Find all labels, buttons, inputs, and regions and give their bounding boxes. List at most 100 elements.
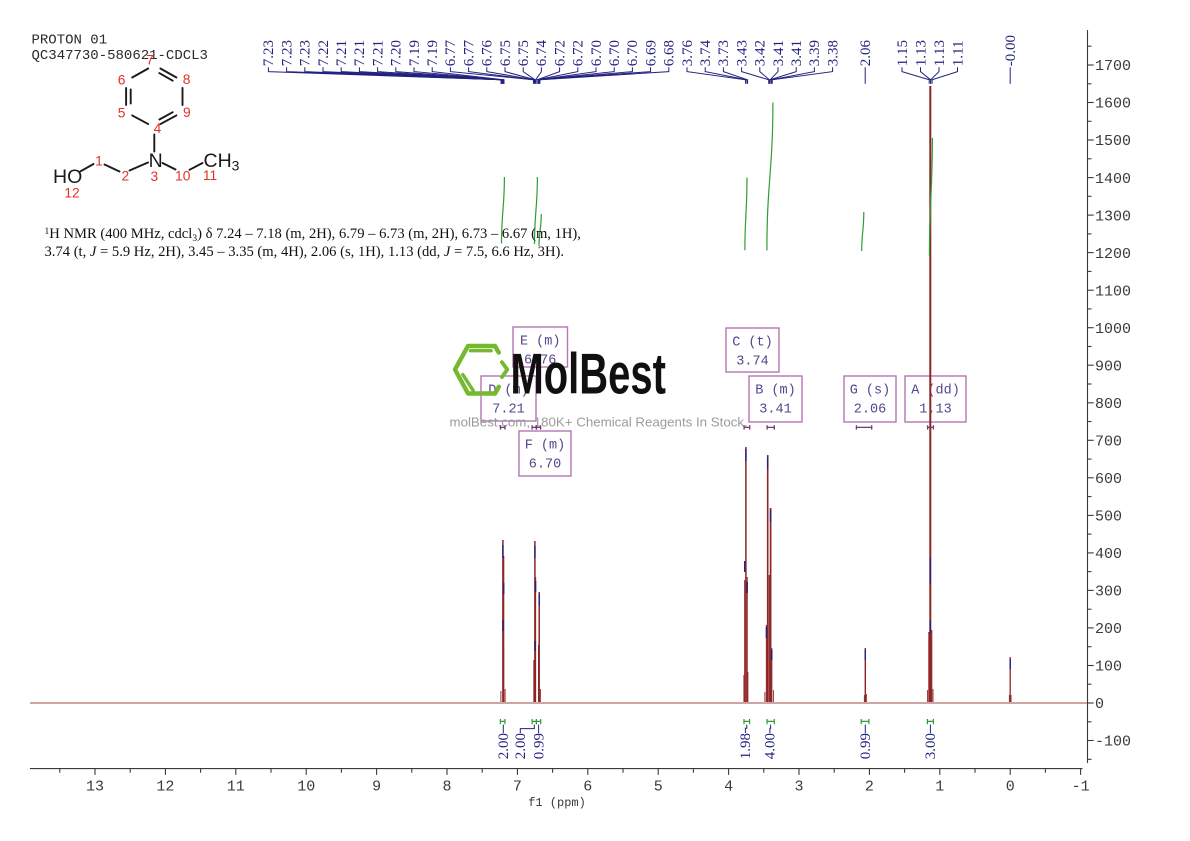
- svg-text:11: 11: [203, 168, 217, 183]
- svg-text:2.06: 2.06: [858, 39, 874, 66]
- svg-text:3.41: 3.41: [759, 403, 791, 418]
- svg-text:1: 1: [95, 154, 103, 169]
- svg-text:2.00: 2.00: [513, 733, 529, 759]
- svg-text:7.20: 7.20: [389, 40, 405, 66]
- svg-text:C (t): C (t): [732, 336, 773, 351]
- svg-text:1500: 1500: [1095, 133, 1131, 150]
- svg-text:PROTON 01: PROTON 01: [32, 33, 108, 49]
- svg-text:1400: 1400: [1095, 171, 1131, 188]
- svg-text:0: 0: [1006, 779, 1015, 796]
- svg-text:12: 12: [156, 779, 174, 796]
- svg-text:7.22: 7.22: [316, 40, 332, 66]
- svg-text:11: 11: [227, 779, 245, 796]
- svg-text:13: 13: [86, 779, 104, 796]
- svg-text:QC347730-580621-CDCL3: QC347730-580621-CDCL3: [32, 48, 208, 64]
- svg-text:8: 8: [183, 72, 191, 87]
- svg-text:3.38: 3.38: [825, 40, 841, 66]
- svg-text:7.21: 7.21: [352, 40, 368, 66]
- svg-text:CH3: CH3: [204, 150, 240, 174]
- svg-text:700: 700: [1095, 434, 1122, 451]
- svg-text:6.68: 6.68: [662, 40, 678, 66]
- svg-text:-0.00: -0.00: [1003, 35, 1019, 66]
- svg-text:6.72: 6.72: [571, 40, 587, 66]
- svg-text:4: 4: [724, 779, 733, 796]
- svg-text:6.70: 6.70: [607, 40, 623, 66]
- svg-text:E (m): E (m): [520, 335, 561, 350]
- svg-text:3.00: 3.00: [923, 733, 939, 759]
- svg-text:6.77: 6.77: [461, 39, 477, 66]
- svg-text:3.39: 3.39: [807, 40, 823, 66]
- svg-text:3.74 (t, J = 5.9 Hz, 2H), 3.45: 3.74 (t, J = 5.9 Hz, 2H), 3.45 – 3.35 (m…: [45, 244, 565, 260]
- svg-text:3.74: 3.74: [736, 355, 768, 370]
- svg-text:G (s): G (s): [850, 384, 891, 399]
- svg-text:2.00: 2.00: [496, 733, 512, 759]
- svg-text:-100: -100: [1095, 734, 1131, 751]
- svg-text:6: 6: [118, 73, 126, 88]
- svg-text:HO: HO: [53, 166, 82, 188]
- svg-text:600: 600: [1095, 471, 1122, 488]
- svg-text:3.76: 3.76: [680, 39, 696, 66]
- svg-text:B (m): B (m): [755, 384, 796, 399]
- svg-text:MolBest: MolBest: [511, 342, 666, 406]
- svg-text:1100: 1100: [1095, 283, 1131, 300]
- svg-text:1.11: 1.11: [950, 40, 966, 66]
- svg-text:6.75: 6.75: [498, 40, 514, 66]
- svg-text:400: 400: [1095, 546, 1122, 563]
- svg-text:7: 7: [513, 779, 522, 796]
- svg-text:2: 2: [121, 169, 129, 184]
- svg-text:1700: 1700: [1095, 58, 1131, 75]
- svg-text:7.23: 7.23: [279, 40, 295, 66]
- svg-text:10: 10: [175, 169, 191, 184]
- svg-text:7.19: 7.19: [407, 40, 423, 66]
- svg-text:1.98: 1.98: [738, 733, 754, 759]
- svg-text:3.43: 3.43: [734, 40, 750, 66]
- svg-text:1.13: 1.13: [913, 40, 929, 66]
- svg-text:3.41: 3.41: [771, 40, 787, 66]
- svg-text:6: 6: [583, 779, 592, 796]
- svg-text:6.74: 6.74: [534, 39, 550, 66]
- svg-text:0: 0: [1095, 696, 1104, 713]
- svg-text:100: 100: [1095, 659, 1122, 676]
- svg-text:molBest.com, 180K+ Chemical Re: molBest.com, 180K+ Chemical Reagents In …: [450, 415, 748, 430]
- svg-text:-1: -1: [1072, 779, 1090, 796]
- svg-text:3.41: 3.41: [789, 40, 805, 66]
- svg-text:1.13: 1.13: [919, 403, 951, 418]
- svg-text:6.70: 6.70: [625, 40, 641, 66]
- svg-text:3: 3: [151, 169, 159, 184]
- svg-text:9: 9: [183, 105, 191, 120]
- svg-text:500: 500: [1095, 509, 1122, 526]
- svg-text:5: 5: [654, 779, 663, 796]
- svg-text:6.72: 6.72: [552, 40, 568, 66]
- svg-text:6.76: 6.76: [480, 39, 496, 66]
- svg-text:1.15: 1.15: [895, 40, 911, 66]
- svg-text:7.21: 7.21: [370, 40, 386, 66]
- svg-text:f1 (ppm): f1 (ppm): [528, 796, 586, 810]
- svg-text:12: 12: [64, 186, 79, 201]
- svg-text:3.73: 3.73: [716, 40, 732, 66]
- svg-text:2: 2: [865, 779, 874, 796]
- svg-text:2.06: 2.06: [854, 403, 886, 418]
- svg-text:6.70: 6.70: [589, 40, 605, 66]
- svg-text:N: N: [149, 150, 163, 172]
- svg-text:F (m): F (m): [525, 439, 566, 454]
- svg-text:1200: 1200: [1095, 246, 1131, 263]
- svg-text:7.19: 7.19: [425, 40, 441, 66]
- svg-text:7: 7: [146, 53, 154, 68]
- svg-text:1H NMR (400 MHz, cdcl3) δ 7.24: 1H NMR (400 MHz, cdcl3) δ 7.24 – 7.18 (m…: [45, 226, 581, 244]
- svg-text:3: 3: [794, 779, 803, 796]
- svg-text:4: 4: [154, 121, 162, 136]
- svg-text:200: 200: [1095, 621, 1122, 638]
- svg-text:0.99: 0.99: [531, 733, 547, 759]
- svg-text:7.21: 7.21: [492, 403, 524, 418]
- svg-text:8: 8: [442, 779, 451, 796]
- svg-text:800: 800: [1095, 396, 1122, 413]
- svg-text:1600: 1600: [1095, 96, 1131, 113]
- svg-text:3.74: 3.74: [698, 39, 714, 66]
- svg-text:7.21: 7.21: [334, 40, 350, 66]
- svg-text:0.99: 0.99: [858, 733, 874, 759]
- svg-text:A (dd): A (dd): [911, 384, 960, 399]
- svg-text:300: 300: [1095, 584, 1122, 601]
- svg-text:10: 10: [297, 779, 315, 796]
- svg-text:6.76: 6.76: [524, 354, 556, 369]
- svg-text:1300: 1300: [1095, 208, 1131, 225]
